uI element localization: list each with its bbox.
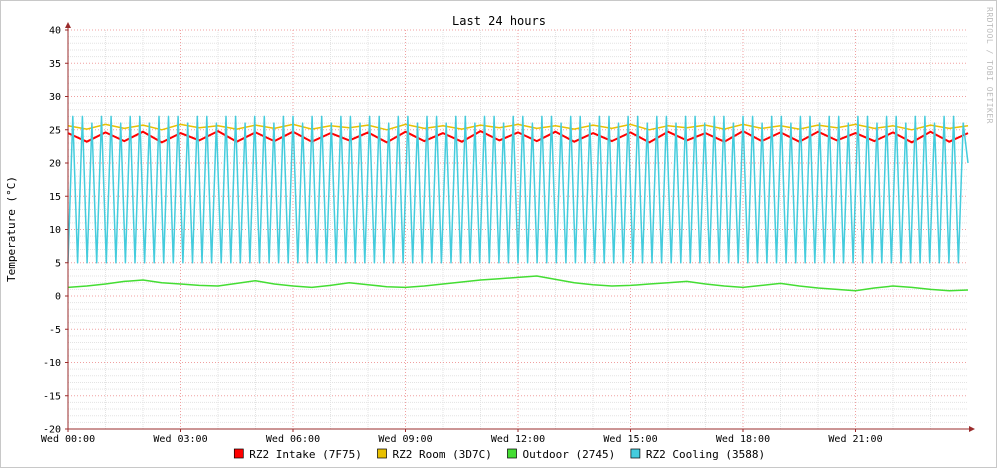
x-tick-label: Wed 06:00 (266, 434, 320, 445)
y-tick-label: -5 (49, 325, 61, 336)
x-tick-label: Wed 03:00 (153, 434, 207, 445)
y-tick-label: 30 (49, 92, 61, 103)
legend-swatch (507, 448, 517, 459)
series-line-3 (67, 275, 969, 292)
y-tick-label: 10 (49, 225, 61, 236)
series-line-1 (67, 130, 969, 144)
series-line-2 (67, 123, 969, 131)
y-tick-label: 5 (55, 258, 61, 269)
y-tick-label: 20 (49, 159, 61, 170)
y-tick-label: 40 (49, 26, 61, 37)
y-tick-label: 25 (49, 125, 61, 136)
legend-label: RZ2 Room (3D7C) (393, 448, 492, 461)
legend-label: Outdoor (2745) (523, 448, 616, 461)
legend-swatch (377, 448, 387, 459)
x-axis-arrow (969, 426, 975, 432)
x-tick-label: Wed 00:00 (41, 434, 95, 445)
y-tick-label: 0 (55, 292, 61, 303)
legend-swatch (233, 448, 244, 459)
x-tick-label: Wed 15:00 (603, 434, 657, 445)
legend-label: RZ2 Cooling (3588) (646, 448, 765, 461)
x-tick-label: Wed 18:00 (716, 434, 770, 445)
y-tick-label: -15 (43, 391, 61, 402)
tick-labels: -20 -15 -10 -5 0 5 10 15 20 25 30 35 40 Wed 00:00 Wed … (41, 26, 883, 446)
legend: RZ2 Intake (7F75) RZ2 Room (3D7C) Outdoor … (233, 448, 765, 461)
series-line-4 (67, 115, 969, 264)
x-tick-label: Wed 09:00 (378, 434, 432, 445)
grid (67, 29, 968, 430)
axes (65, 22, 975, 432)
x-tick-label: Wed 12:00 (491, 434, 545, 445)
y-tick-label: 35 (49, 59, 61, 70)
x-tick-label: Wed 21:00 (828, 434, 882, 445)
y-tick-label: -10 (43, 358, 61, 369)
chart-title: Last 24 hours (452, 14, 546, 28)
y-axis-title: Temperature (°C) (5, 176, 18, 282)
y-tick-label: -20 (43, 425, 61, 436)
legend-swatch (630, 448, 641, 459)
vertical-credit-label: RRDTOOL / TOBI OETIKER (985, 7, 994, 124)
y-tick-label: 15 (49, 192, 61, 203)
legend-label: RZ2 Intake (7F75) (249, 448, 362, 461)
y-axis-arrow (65, 22, 71, 28)
series-lines (67, 115, 969, 292)
